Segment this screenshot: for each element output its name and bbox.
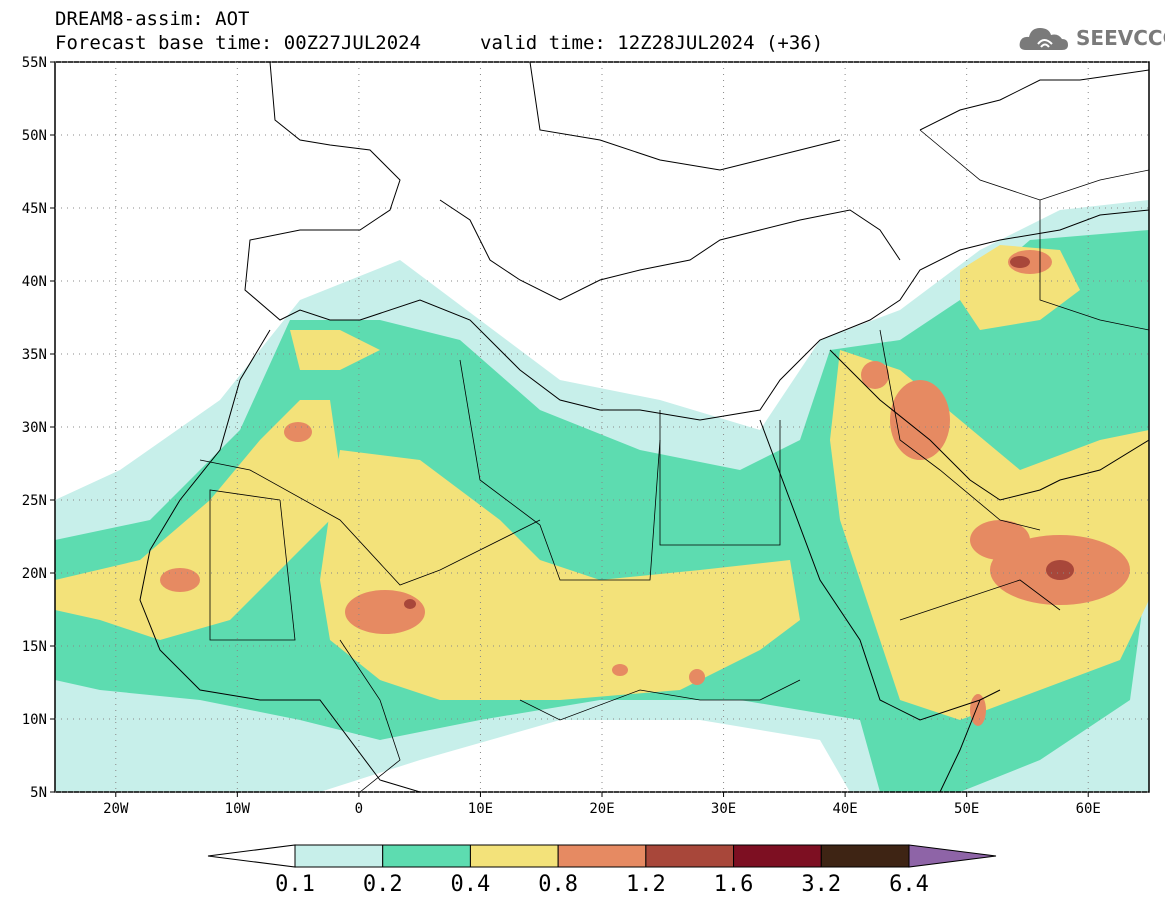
lon-label: 30E	[711, 801, 736, 817]
lat-label: 30N	[22, 420, 47, 436]
seevccc-logo: SEEVCCC	[1018, 22, 1165, 56]
lon-label: 40E	[832, 801, 857, 817]
lat-label: 45N	[22, 201, 47, 217]
lon-label: 10W	[225, 801, 251, 817]
aot-band-1.2-mali	[404, 599, 416, 609]
lon-label: 50E	[954, 801, 979, 817]
colorbar-label: 1.6	[714, 872, 754, 897]
lon-label: 60E	[1076, 801, 1101, 817]
logo-text: SEEVCCC	[1076, 26, 1165, 50]
colorbar-box	[469, 844, 559, 868]
aot-band-1.2-oman	[1046, 560, 1074, 580]
lat-label: 10N	[22, 712, 47, 728]
lat-label: 35N	[22, 347, 47, 363]
map-title: DREAM8-assim: AOT	[55, 8, 250, 30]
colorbar-box	[557, 844, 647, 868]
longitude-labels: 20W 10W 0 10E 20E 30E 40E 50E 60E	[103, 792, 1101, 817]
latitude-labels: 55N 50N 45N 40N 35N 30N 25N 20N 15N 10N 5N	[22, 55, 55, 801]
valid-time: valid time: 12Z28JUL2024 (+36)	[480, 32, 824, 54]
aot-field	[55, 200, 1149, 792]
colorbar-box	[294, 844, 384, 868]
aot-band-0.4-west	[55, 400, 340, 640]
lat-label: 20N	[22, 566, 47, 582]
coastlines	[139, 62, 1149, 792]
aot-band-0.8-chad	[689, 669, 705, 685]
lon-label: 10E	[468, 801, 493, 817]
colorbar-label: 6.4	[889, 872, 929, 897]
colorbar: 0.1 0.2 0.4 0.8 1.2 1.6 3.2 6.4	[207, 844, 997, 897]
borders	[199, 129, 1149, 792]
lat-label: 55N	[22, 55, 47, 71]
aot-band-0.4-sahara	[320, 450, 800, 700]
lat-label: 50N	[22, 128, 47, 144]
aot-band-0.4-morocco	[290, 330, 380, 370]
aot-band-0.8-mauritania	[160, 568, 200, 592]
colorbar-label: 0.2	[363, 872, 403, 897]
lat-label: 15N	[22, 639, 47, 655]
lon-label: 20W	[103, 801, 129, 817]
aot-band-1.2-turkmen	[1010, 256, 1030, 268]
colorbar-over-triangle	[908, 844, 997, 868]
colorbar-label: 3.2	[801, 872, 841, 897]
colorbar-label: 0.4	[451, 872, 491, 897]
aot-band-0.8-saudi	[970, 520, 1030, 560]
lat-label: 5N	[30, 785, 47, 801]
colorbar-box	[820, 844, 910, 868]
lon-label: 20E	[589, 801, 614, 817]
forecast-base-time: Forecast base time: 00Z27JUL2024	[55, 32, 422, 54]
lon-label: 0	[355, 801, 363, 817]
aot-band-0.8-somalia	[970, 694, 986, 726]
aot-band-0.8-sudan	[612, 664, 628, 676]
colorbar-label: 1.2	[626, 872, 666, 897]
colorbar-box	[382, 844, 471, 868]
colorbar-label: 0.1	[275, 872, 315, 897]
aot-band-0.8-wsahara	[284, 422, 312, 442]
colorbar-box	[645, 844, 735, 868]
lat-label: 40N	[22, 274, 47, 290]
aot-band-0.8-syria	[861, 361, 889, 389]
colorbar-under-triangle	[207, 844, 296, 868]
lat-label: 25N	[22, 493, 47, 509]
cloud-icon	[1019, 28, 1068, 50]
aot-band-0.8-mali	[345, 590, 425, 634]
colorbar-box	[733, 844, 822, 868]
colorbar-label: 0.8	[538, 872, 578, 897]
aot-band-0.8-iraq	[890, 380, 950, 460]
